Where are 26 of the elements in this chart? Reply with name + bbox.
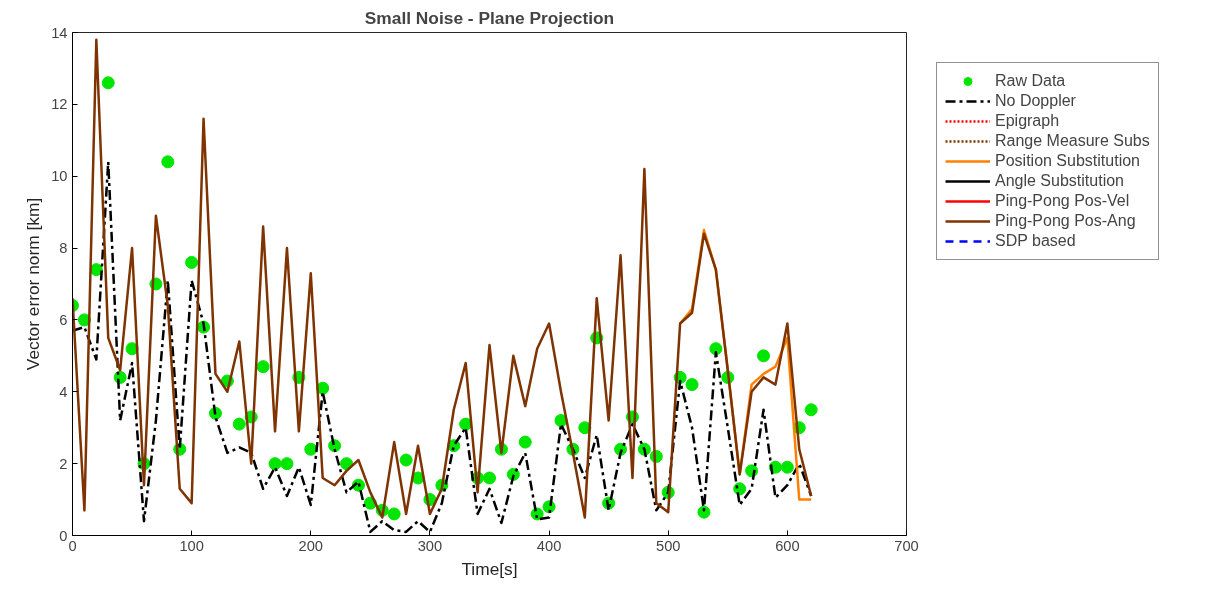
y-tick-label: 12 — [51, 96, 68, 113]
legend-label: Angle Substitution — [995, 172, 1124, 190]
y-tick-label: 8 — [59, 240, 68, 257]
legend-label: SDP based — [995, 232, 1076, 250]
x-axis-title: Time[s] — [461, 558, 518, 579]
legend-label: Position Substitution — [995, 152, 1140, 170]
x-tick-label: 300 — [417, 537, 443, 554]
x-tick-label: 700 — [894, 537, 919, 554]
y-tick-label: 6 — [59, 311, 68, 328]
y-tick-label: 14 — [51, 24, 68, 41]
y-tick-label: 2 — [59, 455, 68, 472]
y-axis-title: Vector error norm [km] — [23, 197, 44, 371]
legend-label: Ping-Pong Pos-Vel — [995, 192, 1130, 210]
x-tick-label: 400 — [536, 537, 562, 554]
legend-label: Ping-Pong Pos-Ang — [995, 212, 1136, 230]
x-tick-label: 200 — [298, 537, 324, 554]
legend-label: Epigraph — [995, 112, 1060, 130]
x-tick-label: 600 — [775, 537, 800, 554]
legend-label: No Doppler — [995, 92, 1076, 110]
chart-title: Small Noise - Plane Projection — [364, 7, 615, 28]
x-tick-label: 500 — [655, 537, 681, 554]
legend-label: Raw Data — [995, 72, 1066, 90]
y-tick-label: 10 — [51, 168, 68, 185]
legend-label: Range Measure Subs — [995, 132, 1150, 150]
y-tick-label: 4 — [59, 383, 68, 400]
x-tick-label: 100 — [179, 537, 204, 554]
